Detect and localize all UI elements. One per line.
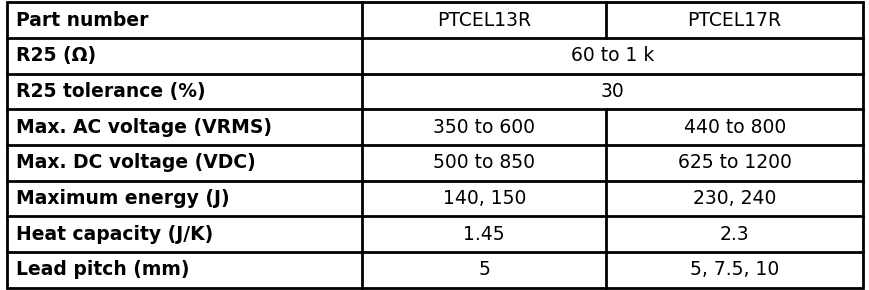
Text: 1.45: 1.45 [463,225,505,244]
Text: 230, 240: 230, 240 [692,189,775,208]
Text: Max. AC voltage (VRMS): Max. AC voltage (VRMS) [16,118,271,137]
Text: 60 to 1 k: 60 to 1 k [570,46,653,65]
Text: 30: 30 [600,82,624,101]
Text: 2.3: 2.3 [719,225,748,244]
Text: Part number: Part number [16,11,148,30]
Text: PTCEL17R: PTCEL17R [687,11,780,30]
Text: Lead pitch (mm): Lead pitch (mm) [16,260,189,279]
Text: 625 to 1200: 625 to 1200 [677,153,791,172]
Text: Maximum energy (J): Maximum energy (J) [16,189,229,208]
Text: 350 to 600: 350 to 600 [433,118,534,137]
Text: 440 to 800: 440 to 800 [683,118,785,137]
Text: 5: 5 [478,260,489,279]
Text: R25 (Ω): R25 (Ω) [16,46,96,65]
Text: 5, 7.5, 10: 5, 7.5, 10 [689,260,779,279]
Text: 140, 150: 140, 150 [442,189,525,208]
Text: 500 to 850: 500 to 850 [433,153,534,172]
Text: Heat capacity (J/K): Heat capacity (J/K) [16,225,213,244]
Text: Max. DC voltage (VDC): Max. DC voltage (VDC) [16,153,255,172]
Text: PTCEL13R: PTCEL13R [436,11,531,30]
Text: R25 tolerance (%): R25 tolerance (%) [16,82,205,101]
